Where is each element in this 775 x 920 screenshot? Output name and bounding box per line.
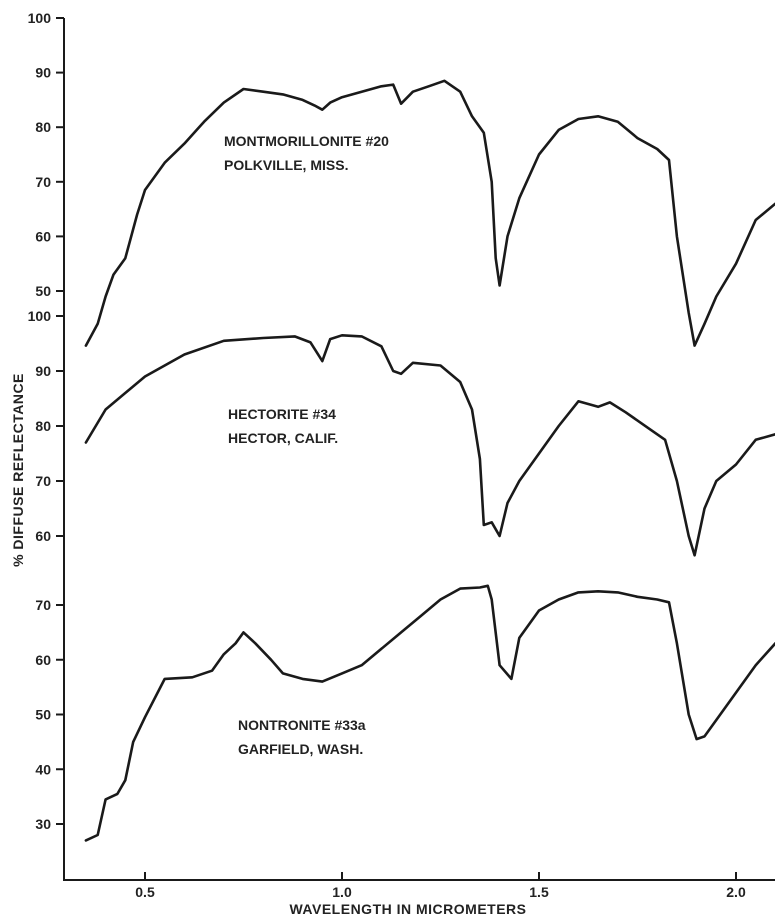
- y-tick-label-top-70: 70: [35, 174, 51, 190]
- x-axis: 0.5 1.0 1.5 2.0: [135, 872, 746, 900]
- y-tick-label-middle-90: 90: [35, 363, 51, 379]
- y-tick-label-top-60: 60: [35, 228, 51, 244]
- y-tick-label-middle-60: 60: [35, 528, 51, 544]
- y-tick-label-bottom-30: 30: [35, 816, 51, 832]
- annotation-middle-line-1: HECTORITE #34: [228, 406, 336, 422]
- series-line-bottom: [84, 584, 775, 842]
- y-axis: 50 60 70 80 90 100 60 70 80 90 100 30 40 50 60 70: [28, 10, 64, 832]
- series-line-middle: [84, 334, 775, 557]
- y-tick-label-top-80: 80: [35, 119, 51, 135]
- annotations: MONTMORILLONITE #20 POLKVILLE, MISS. HECTO…: [224, 133, 389, 757]
- curves: [84, 79, 775, 842]
- y-tick-label-bottom-50: 50: [35, 707, 51, 723]
- series-line-top: [84, 79, 775, 347]
- x-tick-label-0.5: 0.5: [135, 884, 155, 900]
- y-tick-label-middle-80: 80: [35, 418, 51, 434]
- y-tick-label-bottom-60: 60: [35, 652, 51, 668]
- x-tick-label-2: 2.0: [726, 884, 746, 900]
- y-tick-label-bottom-40: 40: [35, 761, 51, 777]
- y-tick-label-bottom-70: 70: [35, 597, 51, 613]
- annotation-bottom-line-1: NONTRONITE #33a: [238, 717, 366, 733]
- y-tick-label-middle-100: 100: [28, 308, 52, 324]
- x-axis-title: WAVELENGTH IN MICROMETERS: [289, 901, 526, 917]
- annotation-bottom-line-2: GARFIELD, WASH.: [238, 741, 363, 757]
- x-tick-label-1: 1.0: [332, 884, 352, 900]
- annotation-top-line-1: MONTMORILLONITE #20: [224, 133, 389, 149]
- y-tick-label-top-90: 90: [35, 65, 51, 81]
- annotation-top-line-2: POLKVILLE, MISS.: [224, 157, 348, 173]
- y-tick-label-middle-70: 70: [35, 473, 51, 489]
- y-tick-label-top-100: 100: [28, 10, 52, 26]
- x-tick-label-1.5: 1.5: [529, 884, 549, 900]
- y-axis-title: % DIFFUSE REFLECTANCE: [10, 373, 26, 567]
- annotation-middle-line-2: HECTOR, CALIF.: [228, 430, 338, 446]
- y-tick-label-top-50: 50: [35, 283, 51, 299]
